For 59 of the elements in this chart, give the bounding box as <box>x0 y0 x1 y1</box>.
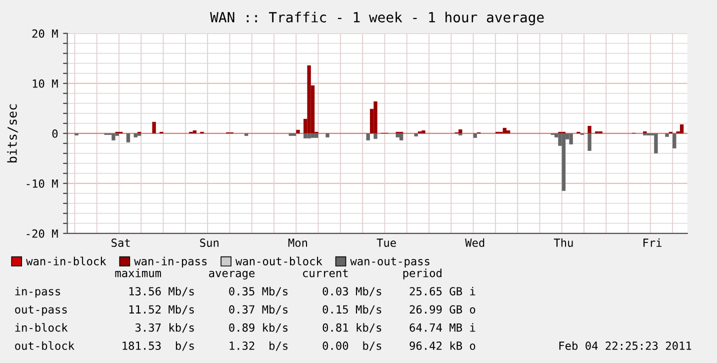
x-tick-label: Thu <box>554 238 573 247</box>
bar <box>680 124 684 134</box>
x-tick-label: Sat <box>112 238 130 247</box>
bar <box>422 130 426 134</box>
bar <box>152 122 156 134</box>
bar <box>296 130 300 134</box>
x-tick-label: Mon <box>288 238 308 247</box>
bar <box>672 133 676 148</box>
bar <box>134 133 138 138</box>
bar <box>307 133 311 138</box>
bar <box>665 133 669 137</box>
bar <box>326 133 330 138</box>
bar <box>588 133 592 151</box>
bar <box>366 133 370 140</box>
y-tick-label: -20 M <box>26 229 58 238</box>
bar <box>588 126 592 134</box>
bar <box>569 133 573 144</box>
bar <box>473 133 477 138</box>
text: Feb 04 22:25:23 2011 <box>559 341 692 350</box>
bar <box>374 101 378 134</box>
text: in-pass 13.56 Mb/s 0.35 Mb/s 0.03 Mb/s 25.65 GB i <box>15 286 476 298</box>
bar <box>414 133 418 136</box>
x-tick-label: Tue <box>376 238 396 247</box>
y-tick-label: 10 M <box>32 79 58 88</box>
bar <box>112 133 116 140</box>
bar <box>396 133 400 138</box>
bar <box>502 128 506 134</box>
bar <box>304 133 308 138</box>
chart-title: WAN :: Traffic - 1 week - 1 hour average <box>210 12 544 26</box>
bar <box>374 133 378 139</box>
bar <box>137 133 142 136</box>
x-tick-label: Sun <box>200 238 218 247</box>
bar <box>562 133 566 191</box>
legend-label: wan-out-block <box>235 256 322 266</box>
y-tick-label: 20 M <box>32 29 58 38</box>
y-tick-label: -10 M <box>26 179 58 188</box>
text: in-block 3.37 kb/s 0.89 kb/s 0.81 kb/s 64.74 MB i <box>15 323 476 333</box>
text: out-block 181.53 b/s 1.32 b/s 0.00 b/s 96.42 kB o <box>15 341 476 351</box>
x-tick-label: Fri <box>643 238 662 247</box>
bar <box>244 133 248 136</box>
bar <box>126 133 130 142</box>
legend-label: wan-out-pass <box>350 257 430 268</box>
legend-label: wan-in-pass <box>134 256 207 268</box>
legend-label: wan-in-block <box>26 256 106 266</box>
bar <box>654 133 658 154</box>
x-tick-label: Wed <box>465 238 484 247</box>
bar <box>458 129 462 134</box>
bar <box>399 133 404 140</box>
y-tick-label: 0 <box>52 129 58 138</box>
y-axis-title: bits/sec <box>7 104 18 162</box>
text: maximum average current period <box>115 268 442 280</box>
bar <box>310 133 315 138</box>
bar <box>506 130 510 134</box>
bar <box>314 133 318 138</box>
bar <box>192 130 196 134</box>
text: out-pass 11.52 Mb/s 0.37 Mb/s 0.15 Mb/s 26.99 GB o <box>15 305 476 316</box>
bar <box>292 133 296 136</box>
bar <box>288 133 292 136</box>
bar <box>307 65 311 134</box>
